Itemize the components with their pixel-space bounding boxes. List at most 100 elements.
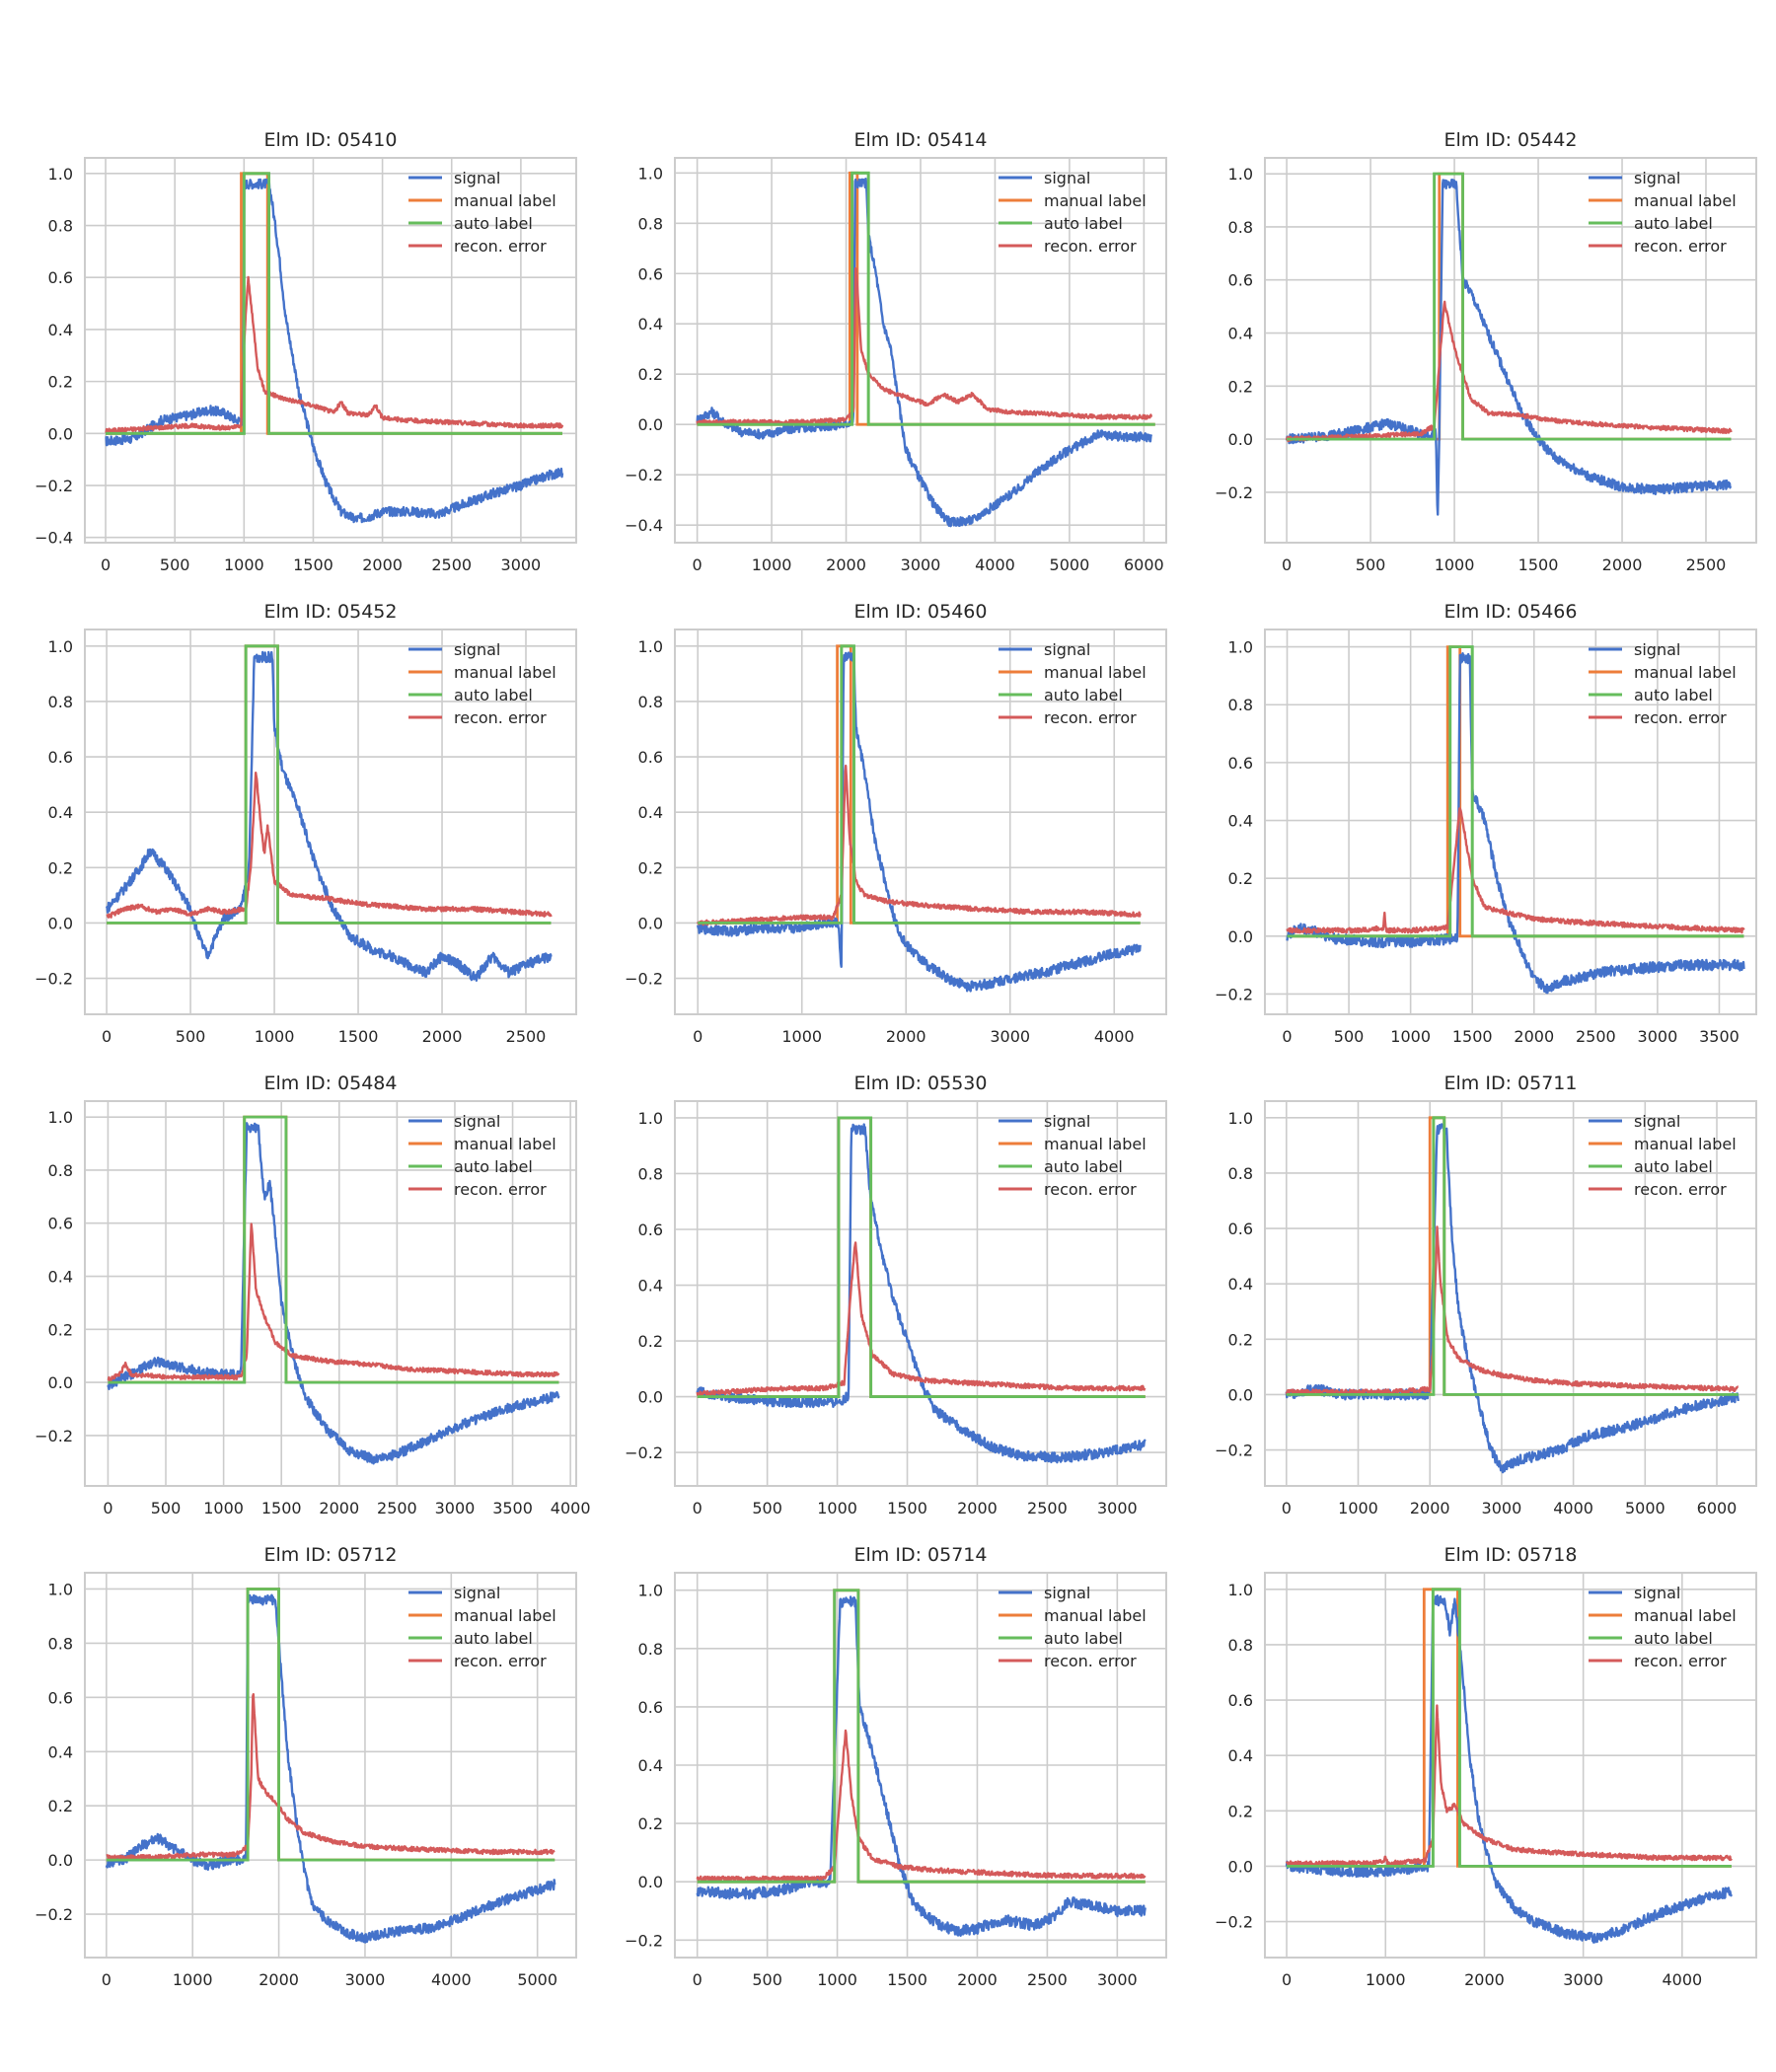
plot-area <box>696 171 1155 528</box>
plot-area <box>105 644 553 982</box>
subplot-1: 0 500 1000 1500 2000 2500 3000 −0.4 −0.2 0.0 0.2 0.… <box>35 129 577 574</box>
x-tick-label: 1500 <box>261 1499 302 1517</box>
y-tick-label: 0.0 <box>638 415 663 434</box>
y-tick-label: 0.2 <box>638 858 663 877</box>
x-tick-label: 1500 <box>1452 1027 1493 1046</box>
x-tick-label: 0 <box>102 1027 111 1046</box>
x-tick-label: 2000 <box>422 1027 463 1046</box>
recon-error-line <box>106 772 553 919</box>
x-tick-label: 3000 <box>1563 1970 1603 1989</box>
y-tick-label: 0.8 <box>48 1634 73 1653</box>
y-tick-label: 0.4 <box>48 321 73 339</box>
x-tick-label: 2500 <box>431 555 472 574</box>
legend: signal manual label auto label recon. error <box>1589 1112 1737 1199</box>
legend-label: recon. error <box>1044 1652 1137 1670</box>
x-tick-label: 1000 <box>203 1499 244 1517</box>
y-tick-label: 0.6 <box>48 1215 73 1233</box>
y-tick-label: −0.2 <box>35 970 73 989</box>
signal-line <box>1286 652 1745 995</box>
axes-frame <box>1264 157 1757 544</box>
y-tick-label: −0.2 <box>625 1931 663 1950</box>
legend-label: manual label <box>1044 191 1147 210</box>
subplot-title: Elm ID: 05711 <box>1444 1073 1578 1094</box>
signal-line <box>105 650 553 982</box>
y-tick-label: 0.0 <box>1228 1385 1253 1404</box>
legend: signal manual label auto label recon. error <box>1589 1584 1737 1670</box>
y-tick-label: −0.2 <box>1215 1442 1253 1460</box>
x-tick-label: 1000 <box>1338 1499 1378 1517</box>
legend-label: recon. error <box>1044 1180 1137 1199</box>
x-tick-label: 500 <box>752 1499 782 1517</box>
legend-label: auto label <box>1044 686 1123 704</box>
y-tick-label: 0.4 <box>638 315 663 333</box>
x-tick-label: 0 <box>102 1970 111 1989</box>
subplot-9: 0 1000 2000 3000 4000 5000 6000 −0.2 0.0 0.2 0.4 0.… <box>1215 1073 1757 1517</box>
y-tick-label: 0.8 <box>1228 1636 1253 1655</box>
auto-label-line-top <box>1286 1116 1739 1396</box>
y-tick-label: 0.4 <box>638 1277 663 1295</box>
x-tick-label: 0 <box>693 1499 703 1517</box>
x-tick-label: 4000 <box>1662 1970 1702 1989</box>
y-tick-label: 1.0 <box>1228 1109 1253 1128</box>
legend-label: recon. error <box>454 237 547 256</box>
subplot-10: 0 1000 2000 3000 4000 5000 −0.2 0.0 0.2 0.4 0.6 0.8… <box>35 1544 577 1989</box>
subplot-title: Elm ID: 05452 <box>264 601 398 623</box>
y-tick-label: 0.0 <box>1228 430 1253 449</box>
y-tick-label: 1.0 <box>638 1109 663 1128</box>
x-tick-label: 6000 <box>1124 555 1164 574</box>
y-tick-label: 0.6 <box>638 1698 663 1717</box>
x-tick-label: 1000 <box>255 1027 295 1046</box>
y-tick-label: −0.4 <box>35 529 73 548</box>
y-tick-label: −0.2 <box>35 477 73 495</box>
x-tick-label: 1500 <box>338 1027 379 1046</box>
legend-label: manual label <box>1044 663 1147 682</box>
y-tick-label: 0.8 <box>638 693 663 711</box>
x-tick-label: 5000 <box>1050 555 1090 574</box>
y-tick-label: 0.0 <box>638 1873 663 1891</box>
y-tick-label: −0.2 <box>625 1443 663 1462</box>
plot-area <box>105 172 564 524</box>
y-tick-label: 0.2 <box>638 1332 663 1351</box>
auto-label-line-top <box>697 1116 1146 1398</box>
auto-label-line-top <box>107 644 552 925</box>
signal-line <box>1285 178 1733 516</box>
x-tick-label: 2000 <box>957 1970 998 1989</box>
legend-label: signal <box>454 640 500 659</box>
legend-label: manual label <box>454 663 556 682</box>
subplot-title: Elm ID: 05410 <box>264 129 398 151</box>
x-tick-label: 4000 <box>1553 1499 1593 1517</box>
y-tick-label: 0.8 <box>1228 1164 1253 1183</box>
legend-label: auto label <box>454 686 533 704</box>
y-tick-label: 0.2 <box>1228 377 1253 396</box>
recon-error-line <box>106 1692 555 1861</box>
y-tick-label: 0.2 <box>48 858 73 877</box>
legend: signal manual label auto label recon. error <box>408 169 556 256</box>
legend-label: auto label <box>1634 1629 1713 1648</box>
x-tick-label: 0 <box>693 555 703 574</box>
x-tick-label: 2000 <box>886 1027 926 1046</box>
x-tick-label: 2500 <box>506 1027 547 1046</box>
x-tick-label: 1500 <box>887 1499 927 1517</box>
legend-label: signal <box>1634 640 1680 659</box>
legend-label: recon. error <box>1634 237 1727 256</box>
legend-label: recon. error <box>1634 1180 1727 1199</box>
y-tick-label: 0.6 <box>1228 1220 1253 1238</box>
legend: signal manual label auto label recon. error <box>999 1584 1147 1670</box>
y-tick-label: −0.2 <box>625 466 663 484</box>
x-tick-label: 500 <box>176 1027 206 1046</box>
y-tick-label: 0.4 <box>1228 325 1253 343</box>
x-tick-label: 1000 <box>1366 1970 1406 1989</box>
legend-label: auto label <box>454 1629 533 1648</box>
x-tick-label: 2000 <box>319 1499 359 1517</box>
x-tick-label: 3000 <box>501 555 542 574</box>
legend-label: manual label <box>454 191 556 210</box>
x-tick-label: 3500 <box>492 1499 533 1517</box>
legend-label: recon. error <box>1044 237 1137 256</box>
x-tick-label: 0 <box>103 1499 112 1517</box>
recon-error-line <box>1285 300 1733 443</box>
y-tick-label: 0.2 <box>48 373 73 392</box>
recon-error-line <box>697 764 1142 926</box>
x-tick-label: 2000 <box>1514 1027 1554 1046</box>
y-tick-label: 0.4 <box>638 803 663 822</box>
legend-label: manual label <box>1044 1135 1147 1153</box>
